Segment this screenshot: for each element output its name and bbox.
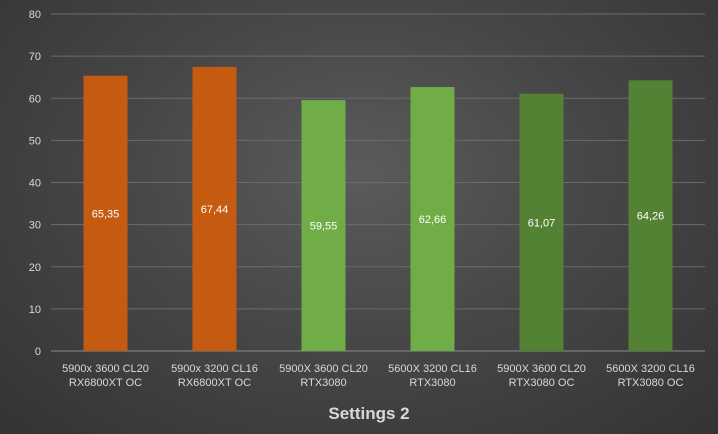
gridlines <box>51 13 705 352</box>
y-axis: 0 10 20 30 40 50 60 70 80 <box>29 9 41 358</box>
data-label: 64,26 <box>637 211 665 223</box>
bar <box>519 93 564 352</box>
data-label: 59,55 <box>310 221 338 233</box>
x-tick-label-line: 5900X 3600 CL20 <box>279 363 368 375</box>
x-tick-label-line: 5900x 3200 CL16 <box>171 363 258 375</box>
x-tick-label-line: RTX3080 <box>409 377 455 389</box>
chart-title: Settings 2 <box>328 404 409 423</box>
x-tick-label: 5900x 3600 CL20 RX6800XT OC <box>62 363 149 389</box>
y-tick-label: 0 <box>35 346 41 358</box>
y-tick-label: 20 <box>29 262 41 274</box>
y-tick-label: 50 <box>29 135 41 147</box>
y-tick-label: 10 <box>29 304 41 316</box>
x-tick-label: 5600X 3200 CL16 RTX3080 <box>388 363 477 389</box>
x-tick-label-line: RTX3080 OC <box>509 377 575 389</box>
y-tick-label: 40 <box>29 178 41 190</box>
y-tick-label: 30 <box>29 220 41 232</box>
bar <box>628 80 673 351</box>
x-tick-label: 5900X 3600 CL20 RTX3080 OC <box>497 363 586 389</box>
y-tick-label: 80 <box>29 9 41 21</box>
data-label: 67,44 <box>201 204 229 216</box>
bar <box>192 66 237 351</box>
y-tick-label: 70 <box>29 51 41 63</box>
data-label: 62,66 <box>419 214 447 226</box>
x-tick-label: 5900X 3600 CL20 RTX3080 <box>279 363 368 389</box>
x-tick-label-line: 5600X 3200 CL16 <box>606 363 695 375</box>
bar <box>301 100 346 351</box>
x-tick-label-line: 5900X 3600 CL20 <box>497 363 586 375</box>
data-label: 61,07 <box>528 217 556 229</box>
bars: 65,35 67,44 59,55 62,66 61,07 64,26 <box>83 66 673 352</box>
bar <box>410 87 455 352</box>
x-tick-label-line: RTX3080 <box>300 377 346 389</box>
x-tick-label-line: 5600X 3200 CL16 <box>388 363 477 375</box>
bar <box>83 75 128 351</box>
x-tick-label-line: RX6800XT OC <box>69 377 142 389</box>
x-tick-label: 5600X 3200 CL16 RTX3080 OC <box>606 363 695 389</box>
data-label: 65,35 <box>92 208 120 220</box>
x-tick-label-line: RX6800XT OC <box>178 377 251 389</box>
x-tick-label-line: RTX3080 OC <box>618 377 684 389</box>
x-tick-label-line: 5900x 3600 CL20 <box>62 363 149 375</box>
y-tick-label: 60 <box>29 93 41 105</box>
x-tick-label: 5900x 3200 CL16 RX6800XT OC <box>171 363 258 389</box>
